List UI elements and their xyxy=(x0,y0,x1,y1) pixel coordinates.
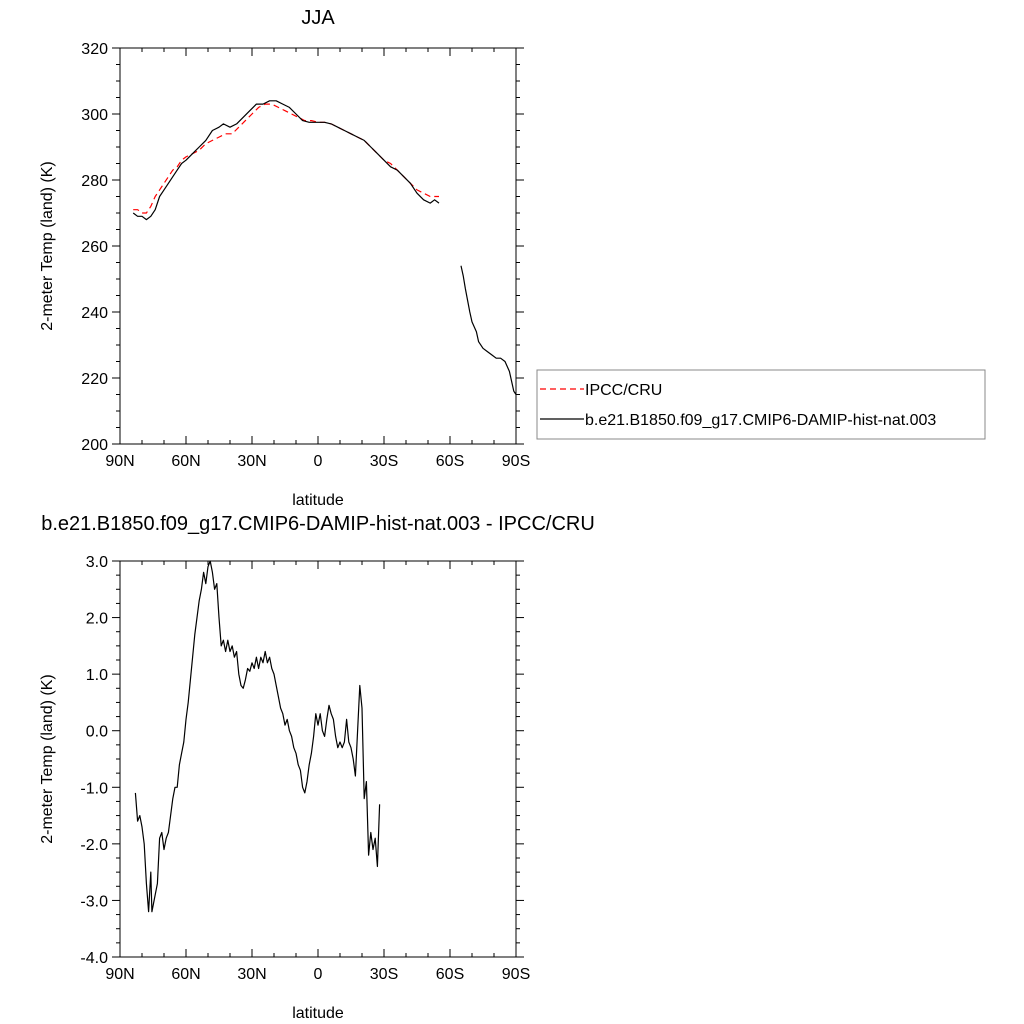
series-line-0-1-0 xyxy=(132,100,440,221)
y-tick-label: 1.0 xyxy=(86,667,108,684)
legend-label-ipcc-cru: IPCC/CRU xyxy=(585,382,662,399)
series-line-0-0-0 xyxy=(133,103,439,214)
top-panel-xlabel: latitude xyxy=(292,492,344,509)
x-tick-label: 30S xyxy=(370,966,398,983)
x-tick-label: 90S xyxy=(502,966,530,983)
y-tick-label: -2.0 xyxy=(80,837,108,854)
y-tick-label: -4.0 xyxy=(80,950,108,967)
y-tick-label: -3.0 xyxy=(80,893,108,910)
x-tick-label: 90S xyxy=(502,453,530,470)
x-tick-label: 90N xyxy=(105,453,134,470)
x-tick-label: 0 xyxy=(314,966,323,983)
top-panel-series xyxy=(132,100,517,395)
bottom-panel-title: b.e21.B1850.f09_g17.CMIP6-DAMIP-hist-nat… xyxy=(41,513,595,535)
x-tick-label: 60N xyxy=(171,453,200,470)
y-tick-label: 320 xyxy=(81,41,108,58)
x-tick-label: 30N xyxy=(237,966,266,983)
bottom-panel-xlabel: latitude xyxy=(292,1005,344,1022)
x-tick-label: 0 xyxy=(314,453,323,470)
bottom-panel-frame xyxy=(119,560,517,958)
bottom-panel-ylabel: 2-meter Temp (land) (K) xyxy=(39,674,56,844)
y-tick-label: 200 xyxy=(81,437,108,454)
y-tick-label: 280 xyxy=(81,173,108,190)
y-tick-label: 300 xyxy=(81,107,108,124)
x-tick-label: 60N xyxy=(171,966,200,983)
x-tick-label: 60S xyxy=(436,453,464,470)
top-panel-frame xyxy=(119,47,517,445)
bottom-panel-ticks: 90N 60N 30N 0 30S 60S 90S -4.0 -3.0 -2.0 -1.0 0.0 1.… xyxy=(80,554,530,983)
x-tick-label: 30N xyxy=(237,453,266,470)
legend: IPCC/CRU b.e21.B1850.f09_g17.CMIP6-DAMIP… xyxy=(536,369,986,440)
top-panel: JJA 90N 60N 30N 0 30S 60S 90S 200 220 240 260 280 30… xyxy=(39,7,530,509)
series-line-1-0-0 xyxy=(134,560,381,913)
legend-box xyxy=(536,369,986,440)
y-tick-label: 2.0 xyxy=(86,611,108,628)
legend-label-model: b.e21.B1850.f09_g17.CMIP6-DAMIP-hist-nat… xyxy=(585,412,936,429)
x-tick-label: 30S xyxy=(370,453,398,470)
y-tick-label: -1.0 xyxy=(80,780,108,797)
y-tick-label: 240 xyxy=(81,305,108,322)
series-line-0-1-1 xyxy=(460,265,517,395)
bottom-panel: b.e21.B1850.f09_g17.CMIP6-DAMIP-hist-nat… xyxy=(39,513,595,1022)
top-panel-title: JJA xyxy=(301,7,335,29)
bottom-panel-series xyxy=(134,560,381,913)
y-tick-label: 0.0 xyxy=(86,724,108,741)
x-tick-label: 60S xyxy=(436,966,464,983)
top-panel-ticks: 90N 60N 30N 0 30S 60S 90S 200 220 240 260 280 300 320 xyxy=(81,41,530,470)
y-tick-label: 3.0 xyxy=(86,554,108,571)
x-tick-label: 90N xyxy=(105,966,134,983)
y-tick-label: 220 xyxy=(81,371,108,388)
top-panel-ylabel: 2-meter Temp (land) (K) xyxy=(39,161,56,331)
y-tick-label: 260 xyxy=(81,239,108,256)
